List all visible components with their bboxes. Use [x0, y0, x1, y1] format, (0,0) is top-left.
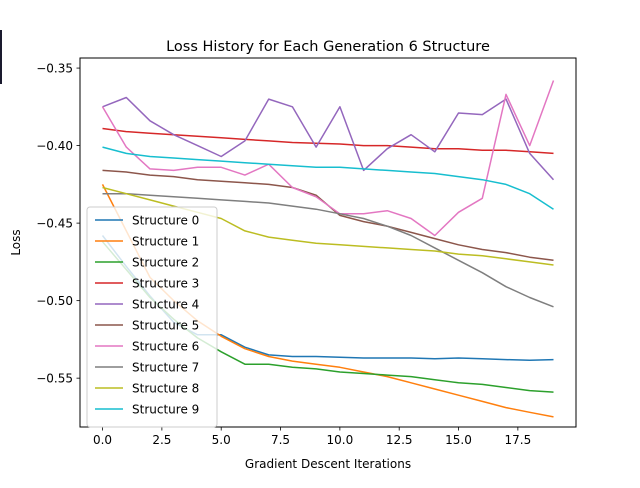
legend: Structure 0 Structure 1 Structure 2 Structu…: [86, 206, 218, 428]
legend-label-structure-5: Structure 5: [132, 318, 199, 332]
legend-label-structure-1: Structure 1: [132, 234, 199, 248]
x-tick-label: 15.0: [445, 433, 472, 447]
y-tick-label: −0.45: [36, 216, 73, 230]
y-axis-label: Loss: [9, 229, 23, 255]
x-tick-label: 7.5: [271, 433, 290, 447]
legend-label-structure-8: Structure 8: [132, 381, 199, 395]
plot-frame: [79, 57, 577, 428]
y-tick-label: −0.55: [36, 371, 73, 385]
series-line-structure-9: [102, 146, 554, 210]
series-line-structure-3: [102, 127, 554, 155]
x-tick-label: 10.0: [327, 433, 354, 447]
x-tick-label: 5.0: [212, 433, 231, 447]
x-tick-label: 12.5: [386, 433, 413, 447]
y-tick-label: −0.50: [36, 294, 73, 308]
series-line-structure-4: [102, 96, 555, 181]
y-tick-label: −0.35: [36, 61, 73, 75]
legend-label-structure-6: Structure 6: [132, 339, 199, 353]
chart-title: Loss History for Each Generation 6 Struc…: [166, 39, 490, 55]
legend-label-structure-3: Structure 3: [132, 276, 199, 290]
legend-label-structure-2: Structure 2: [132, 255, 199, 269]
x-axis-label: Gradient Descent Iterations: [245, 457, 411, 471]
x-tick-label: 17.5: [504, 433, 531, 447]
y-tick-label: −0.40: [36, 139, 73, 153]
legend-label-structure-7: Structure 7: [132, 360, 199, 374]
legend-label-structure-4: Structure 4: [132, 297, 199, 311]
series-line-structure-7: [102, 192, 554, 308]
axis-ticks: 0.0 2.5 5.0 7.5 10.0 12.5 15.0 17.5 −0.35 −0.40 −0…: [36, 61, 531, 447]
legend-label-structure-9: Structure 9: [132, 402, 199, 416]
series-line-structure-6: [101, 80, 555, 237]
legend-label-structure-0: Structure 0: [132, 213, 199, 227]
window-edge-mark: [0, 30, 2, 84]
x-tick-label: 0.0: [93, 433, 112, 447]
x-tick-label: 2.5: [152, 433, 171, 447]
